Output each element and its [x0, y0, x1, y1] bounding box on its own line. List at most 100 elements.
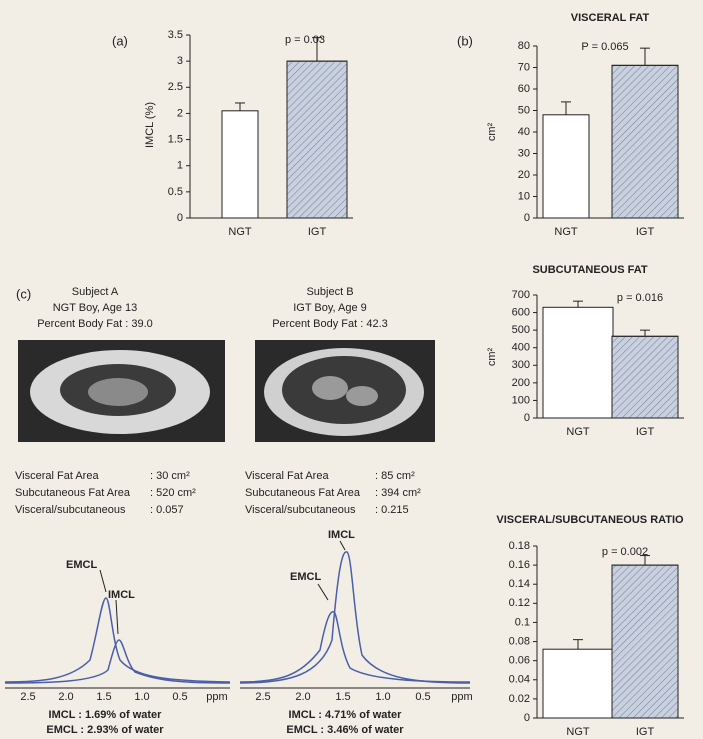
figure: (c) Subject A NGT Boy, Age 13 Percent Bo…	[0, 0, 703, 739]
y-tick-label: 200	[512, 377, 530, 389]
x-tick-label: NGT	[228, 226, 252, 238]
chart-title: SUBCUTANEOUS FAT	[532, 264, 647, 276]
spectrum-curve	[240, 552, 470, 683]
bar	[543, 649, 613, 718]
y-tick-label: 20	[518, 169, 530, 181]
row-value: : 0.057	[150, 504, 184, 516]
spectrum-result: EMCL : 3.46% of water	[286, 724, 404, 736]
y-tick-label: 1.5	[168, 133, 183, 145]
mri-organ	[88, 378, 148, 406]
y-axis-label: IMCL (%)	[144, 102, 156, 148]
y-tick-label: 300	[512, 359, 530, 371]
peak-label: IMCL	[328, 529, 355, 541]
spectrum-tick: 2.5	[20, 691, 35, 703]
subject-desc: NGT Boy, Age 13	[53, 302, 138, 314]
y-axis-label: cm²	[486, 348, 498, 367]
y-tick-label: 0	[177, 212, 183, 224]
spectrum-tick: 0.5	[172, 691, 187, 703]
subject-body-fat: Percent Body Fat : 42.3	[272, 318, 388, 330]
subject-name: Subject B	[306, 286, 353, 298]
row-label: Visceral Fat Area	[245, 470, 329, 482]
y-tick-label: 0.5	[168, 186, 183, 198]
y-tick-label: 2.5	[168, 81, 183, 93]
y-tick-label: 700	[512, 289, 530, 301]
y-tick-label: 10	[518, 190, 530, 202]
leader	[116, 600, 118, 634]
annotation: p = 0.002	[602, 546, 648, 558]
subject-body-fat: Percent Body Fat : 39.0	[37, 318, 153, 330]
y-tick-label: 1	[177, 160, 183, 172]
hatch	[287, 61, 347, 218]
annotation: p = 0.016	[617, 292, 663, 304]
y-tick-label: 60	[518, 83, 530, 95]
spectrum-tick: 2.5	[255, 691, 270, 703]
spectrum-tick: 1.5	[335, 691, 350, 703]
row-value: : 394 cm²	[375, 487, 421, 499]
y-tick-label: 50	[518, 104, 530, 116]
y-tick-label: 0.14	[509, 578, 530, 590]
chart-title: VISCERAL FAT	[571, 12, 650, 24]
spectrum-unit: ppm	[206, 691, 227, 703]
y-tick-label: 0.1	[515, 616, 530, 628]
row-label: Subcutaneous Fat Area	[15, 487, 131, 499]
row-label: Visceral/subcutaneous	[15, 504, 126, 516]
spectrum-result: EMCL : 2.93% of water	[46, 724, 164, 736]
y-tick-label: 500	[512, 324, 530, 336]
y-tick-label: 0	[524, 412, 530, 424]
mri-organ	[346, 386, 378, 406]
x-tick-label: IGT	[636, 226, 655, 238]
y-tick-label: 0.04	[509, 674, 530, 686]
bar	[543, 115, 589, 218]
peak-label: IMCL	[108, 589, 135, 601]
row-label: Visceral/subcutaneous	[245, 504, 356, 516]
leader	[340, 541, 345, 550]
spectrum-curve	[5, 640, 230, 683]
y-tick-label: 600	[512, 306, 530, 318]
leader	[100, 570, 106, 592]
y-tick-label: 80	[518, 40, 530, 52]
row-value: : 85 cm²	[375, 470, 415, 482]
hatch	[612, 336, 678, 418]
spectrum-tick: 1.5	[96, 691, 111, 703]
subject-name: Subject A	[72, 286, 119, 298]
spectrum-tick: 2.0	[58, 691, 73, 703]
y-tick-label: 3.5	[168, 29, 183, 41]
hatch	[612, 565, 678, 718]
peak-label: EMCL	[290, 571, 321, 583]
y-tick-label: 0.16	[509, 559, 530, 571]
y-tick-label: 2	[177, 107, 183, 119]
y-tick-label: 70	[518, 61, 530, 73]
y-tick-label: 100	[512, 394, 530, 406]
leader	[318, 584, 328, 600]
panel-label: (c)	[16, 286, 31, 301]
chart-title: VISCERAL/SUBCUTANEOUS RATIO	[496, 514, 684, 526]
bar	[222, 111, 258, 218]
spectrum-tick: 2.0	[295, 691, 310, 703]
y-tick-label: 0.18	[509, 540, 530, 552]
annotation: p = 0.03	[285, 34, 325, 46]
y-tick-label: 0	[524, 712, 530, 724]
row-label: Subcutaneous Fat Area	[245, 487, 361, 499]
peak-label: EMCL	[66, 559, 97, 571]
subject-desc: IGT Boy, Age 9	[293, 302, 367, 314]
x-tick-label: IGT	[308, 226, 327, 238]
spectrum-tick: 1.0	[134, 691, 149, 703]
panel-label: (b)	[457, 33, 473, 48]
x-tick-label: IGT	[636, 426, 655, 438]
spectrum-curve	[240, 612, 470, 682]
y-tick-label: 0.02	[509, 693, 530, 705]
spectrum-tick: 0.5	[415, 691, 430, 703]
row-value: : 520 cm²	[150, 487, 196, 499]
y-tick-label: 40	[518, 126, 530, 138]
y-tick-label: 30	[518, 147, 530, 159]
y-tick-label: 3	[177, 55, 183, 67]
hatch	[612, 65, 678, 218]
annotation: P = 0.065	[581, 41, 628, 53]
spectrum-unit: ppm	[451, 691, 472, 703]
x-tick-label: NGT	[554, 226, 578, 238]
y-tick-label: 0.08	[509, 635, 530, 647]
spectrum-result: IMCL : 1.69% of water	[49, 709, 163, 721]
y-tick-label: 0.06	[509, 655, 530, 667]
spectrum-result: IMCL : 4.71% of water	[289, 709, 403, 721]
y-tick-label: 0	[524, 212, 530, 224]
